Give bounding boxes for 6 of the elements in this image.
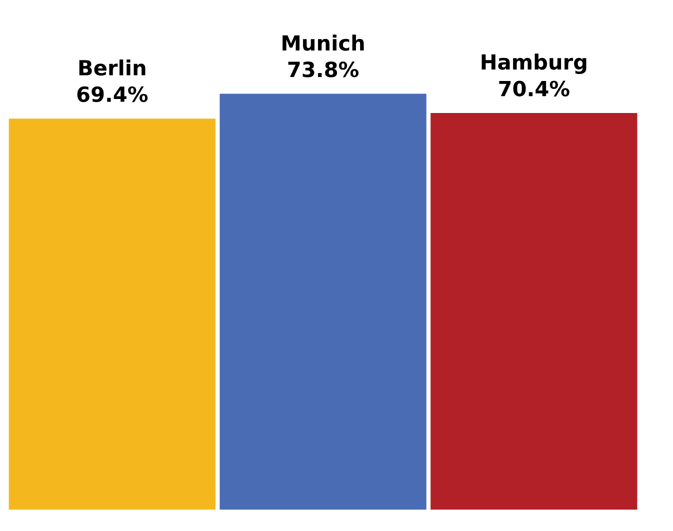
data-label: 69.4% — [77, 86, 148, 102]
x-tick-label: Munich — [282, 34, 364, 51]
data-label: 73.8% — [288, 62, 359, 78]
data-label: 70.4% — [499, 80, 570, 96]
x-tick-label: Berlin — [79, 59, 146, 76]
x-tick-label: Hamburg — [482, 54, 586, 74]
